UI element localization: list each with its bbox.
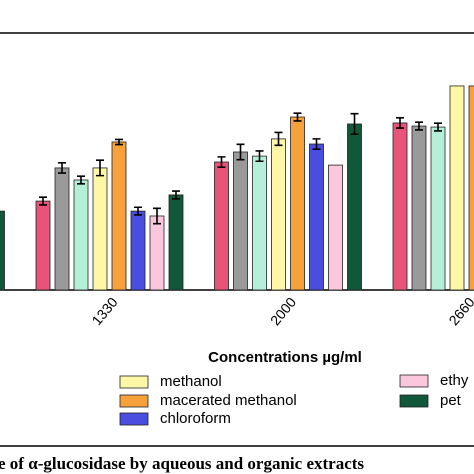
error-bar <box>350 112 359 136</box>
error-bar <box>39 196 47 206</box>
error-bar <box>255 150 264 163</box>
x-tick-label: 2000 <box>267 294 299 328</box>
bar <box>35 200 51 291</box>
x-tick-label: 1330 <box>88 294 120 328</box>
bar <box>290 116 305 291</box>
error-bar <box>134 206 142 216</box>
legend-label: macerated methanol <box>160 392 297 409</box>
legend-label: pet <box>440 392 462 409</box>
bar <box>468 85 474 291</box>
error-bar <box>96 159 104 177</box>
bar <box>252 155 267 291</box>
bar <box>430 126 446 291</box>
error-bar <box>115 138 123 146</box>
bar <box>271 138 286 291</box>
error-bar <box>153 207 161 225</box>
bar <box>168 194 184 291</box>
legend-swatch <box>119 375 149 389</box>
caption: e of α-glucosidase by aqueous and organi… <box>0 454 364 473</box>
legend-swatch <box>119 412 149 426</box>
error-bar <box>293 112 302 122</box>
bar <box>0 210 5 291</box>
error-bar <box>58 161 66 174</box>
bar <box>130 210 146 291</box>
bar <box>214 161 229 291</box>
legend-label: ethy <box>440 372 469 389</box>
error-bar <box>274 131 283 147</box>
x-tick-label: 2660 <box>445 294 474 328</box>
bar <box>347 123 362 291</box>
error-bar <box>172 190 180 200</box>
bar <box>392 122 408 291</box>
bar <box>149 215 165 291</box>
error-bar <box>434 122 442 132</box>
error-bar <box>312 138 321 150</box>
bar <box>449 85 465 291</box>
legend-swatch <box>399 374 429 388</box>
error-bar <box>396 117 404 129</box>
bar <box>328 164 343 291</box>
bar <box>54 167 70 291</box>
error-bar <box>236 143 245 161</box>
error-bar <box>77 175 85 185</box>
error-bar <box>415 121 423 131</box>
x-axis-title: Concentrations µg/ml <box>208 349 362 366</box>
bar <box>92 167 108 291</box>
legend-label: methanol <box>160 373 222 390</box>
error-bar <box>217 156 226 168</box>
bar <box>111 141 127 291</box>
legend-label: chloroform <box>160 410 231 427</box>
bar <box>233 151 248 291</box>
legend-swatch <box>119 394 149 408</box>
legend-swatch <box>399 394 429 408</box>
bar <box>309 143 324 291</box>
bar <box>73 179 89 291</box>
bar <box>411 125 427 291</box>
